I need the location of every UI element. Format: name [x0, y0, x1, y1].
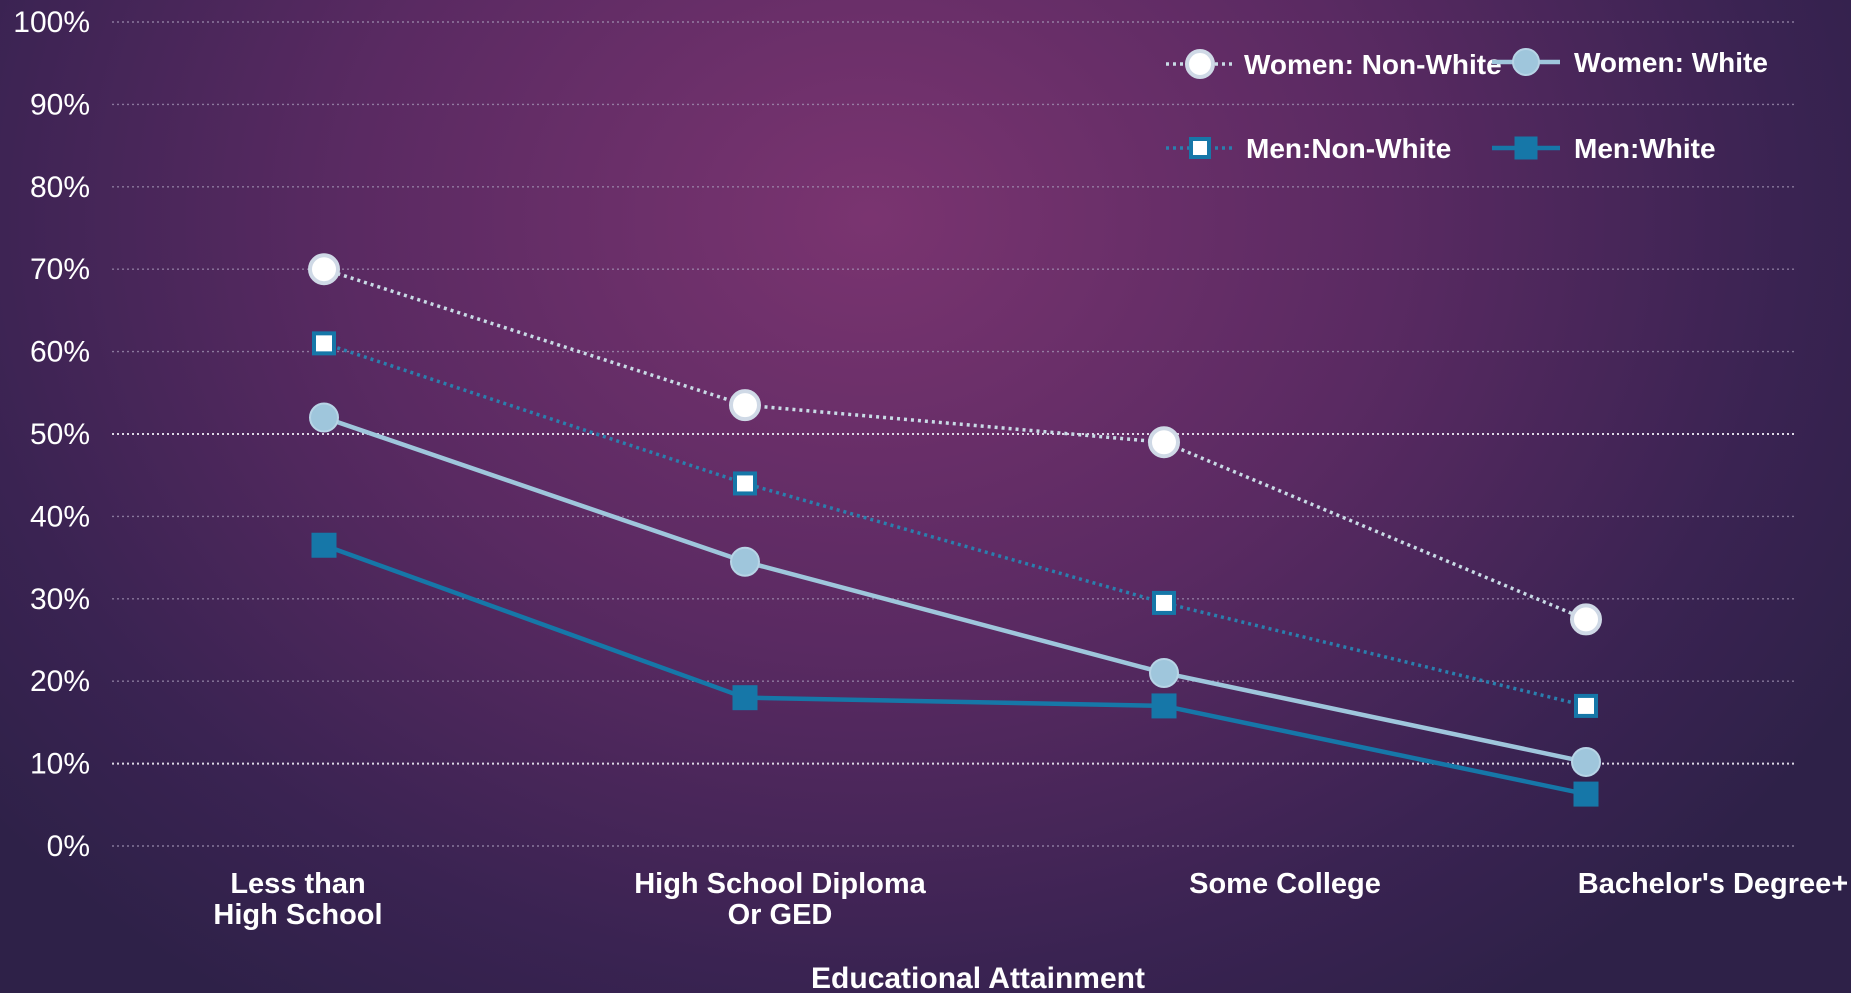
data-point [730, 546, 760, 577]
series [308, 253, 1602, 636]
x-tick-label: Or GED [728, 899, 833, 931]
legend-label: Men:Non-White [1246, 133, 1451, 164]
series-line [323, 543, 1587, 797]
y-tick-label: 30% [30, 583, 90, 616]
data-point [308, 253, 340, 286]
legend-marker [1514, 136, 1538, 160]
data-point [1573, 781, 1599, 807]
y-tick-label: 20% [30, 665, 90, 698]
data-point [1152, 590, 1176, 615]
legend-marker [1189, 137, 1211, 159]
legend-label: Men:White [1574, 133, 1716, 164]
y-tick-label: 90% [30, 88, 90, 121]
data-point [1571, 746, 1601, 777]
x-tick-label: Less than [230, 868, 365, 900]
x-tick-label: Bachelor's Degree+ [1578, 868, 1848, 900]
legend-item: Women: Non-White [1166, 49, 1502, 80]
series [312, 331, 1598, 718]
series-line [323, 415, 1587, 765]
data-point [1570, 603, 1602, 636]
series [309, 402, 1601, 777]
y-tick-label: 10% [30, 748, 90, 781]
series-line [323, 341, 1587, 708]
legend-label: Women: Non-White [1244, 49, 1502, 80]
data-point [1149, 657, 1179, 688]
x-tick-label: High School [213, 899, 382, 931]
data-point [309, 402, 339, 433]
data-point [729, 389, 761, 422]
y-tick-label: 80% [30, 171, 90, 204]
data-point [733, 471, 757, 496]
y-tick-label: 50% [30, 418, 90, 451]
y-tick-label: 60% [30, 336, 90, 369]
legend-marker [1512, 48, 1540, 76]
grid [112, 21, 1797, 847]
legend-item: Women: White [1492, 47, 1768, 78]
x-tick-label: High School Diploma [634, 868, 926, 900]
data-point [311, 532, 337, 558]
y-tick-label: 0% [47, 830, 90, 863]
y-tick-label: 70% [30, 253, 90, 286]
data-point [1148, 426, 1180, 459]
series-line [323, 267, 1587, 622]
legend-marker [1185, 49, 1215, 79]
series [311, 532, 1599, 807]
data-point [732, 685, 758, 711]
data-point [312, 331, 336, 356]
legend-label: Women: White [1574, 47, 1768, 78]
series-group [308, 253, 1602, 807]
legend: Women: Non-White Women: White Men:Non-Whit… [1166, 47, 1768, 164]
x-tick-label: Some College [1189, 868, 1381, 900]
legend-item: Men:White [1492, 133, 1716, 164]
y-tick-label: 40% [30, 500, 90, 533]
legend-item: Men:Non-White [1166, 133, 1451, 164]
x-axis-label: Educational Attainment [811, 962, 1145, 993]
data-point [1574, 693, 1598, 718]
y-axis-ticks: 0% 10% 20% 30% 40% 50% 60% 70% 80% 90% 100% [13, 6, 90, 863]
y-tick-label: 100% [13, 6, 90, 39]
data-point [1151, 693, 1177, 719]
